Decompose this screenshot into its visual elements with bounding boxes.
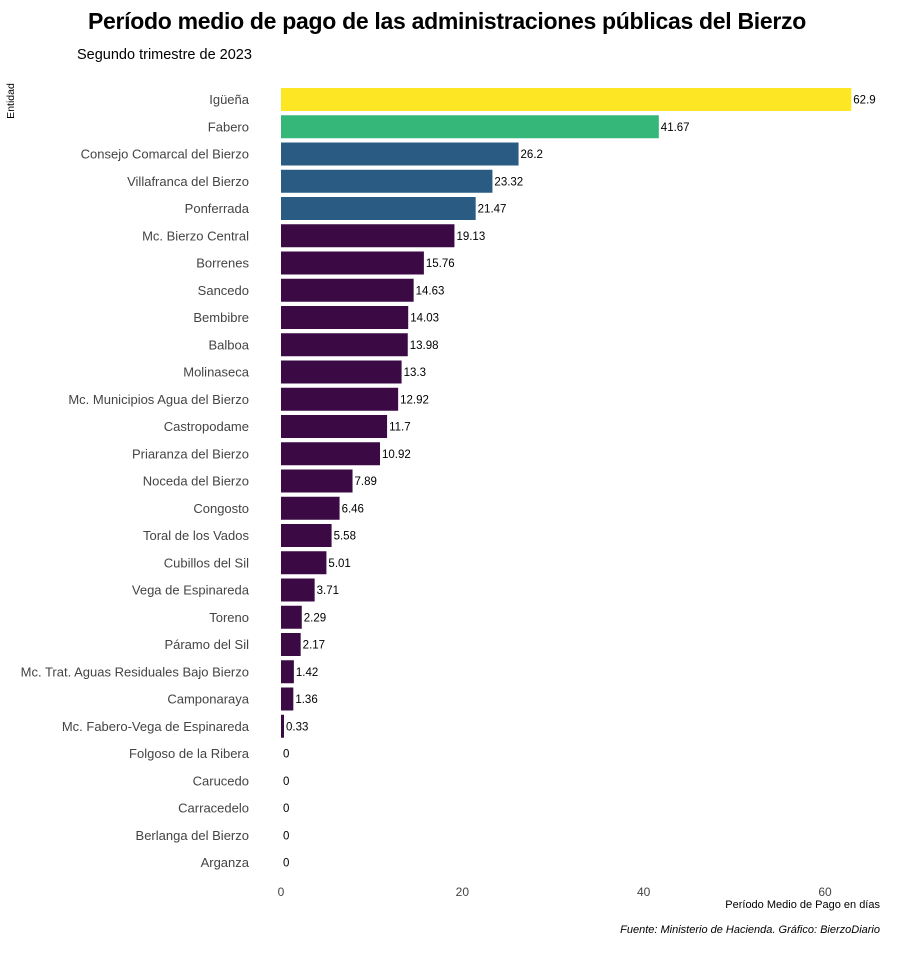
data-label: 19.13	[456, 231, 485, 243]
data-label: 2.17	[303, 640, 325, 652]
data-label: 14.03	[410, 313, 439, 325]
category-label: Villafranca del Bierzo	[127, 174, 249, 189]
category-label: Vega de Espinareda	[132, 583, 250, 598]
category-label: Borrenes	[196, 256, 249, 271]
data-label: 1.36	[295, 694, 317, 706]
data-label: 15.76	[426, 258, 455, 270]
data-label: 2.29	[304, 612, 326, 624]
data-label: 5.01	[328, 558, 350, 570]
bar	[281, 115, 659, 139]
data-label: 41.67	[661, 122, 690, 134]
category-label: Balboa	[209, 337, 250, 352]
bar	[281, 578, 315, 602]
category-label: Carucedo	[193, 773, 249, 788]
category-label: Camponaraya	[167, 692, 249, 707]
data-label: 0	[283, 858, 289, 870]
bar	[281, 551, 327, 575]
data-label: 11.7	[389, 422, 411, 434]
category-label: Castropodame	[164, 419, 249, 434]
data-label: 7.89	[355, 476, 377, 488]
category-label: Páramo del Sil	[164, 637, 249, 652]
category-label: Priaranza del Bierzo	[132, 446, 249, 461]
category-label: Mc. Trat. Aguas Residuales Bajo Bierzo	[21, 664, 249, 679]
bar	[281, 278, 414, 302]
bar	[281, 306, 409, 329]
x-axis-label: Período Medio de Pago en días	[725, 899, 880, 911]
x-tick-label: 20	[456, 885, 470, 899]
x-tick-label: 40	[637, 885, 651, 899]
data-label: 10.92	[382, 449, 411, 461]
data-label: 3.71	[317, 585, 339, 597]
data-label: 5.58	[334, 531, 356, 543]
category-label: Fabero	[208, 119, 249, 134]
category-label: Toral de los Vados	[143, 528, 249, 543]
category-label: Arganza	[201, 855, 250, 870]
chart-subtitle: Segundo trimestre de 2023	[77, 47, 252, 63]
data-label: 23.32	[494, 176, 523, 188]
bar	[281, 687, 294, 711]
bar	[281, 387, 399, 411]
chart-caption: Fuente: Ministerio de Hacienda. Gráfico:…	[620, 924, 880, 936]
bar	[281, 169, 493, 193]
bar	[281, 415, 388, 438]
category-label: Folgoso de la Ribera	[129, 746, 250, 761]
bar	[281, 660, 294, 684]
category-label: Mc. Fabero-Vega de Espinareda	[62, 719, 250, 734]
data-label: 12.92	[400, 394, 429, 406]
category-label: Carracedelo	[178, 801, 249, 816]
bar	[281, 633, 301, 656]
data-label: 26.2	[521, 149, 543, 161]
data-label: 13.98	[410, 340, 439, 352]
category-label: Berlanga del Bierzo	[136, 828, 249, 843]
bar	[281, 496, 340, 520]
category-label: Ponferrada	[185, 201, 250, 216]
bar	[281, 197, 476, 220]
data-label: 14.63	[416, 285, 445, 297]
category-label: Sancedo	[198, 283, 249, 298]
bar	[281, 714, 284, 738]
category-label: Consejo Comarcal del Bierzo	[81, 147, 249, 162]
category-label: Cubillos del Sil	[164, 555, 249, 570]
bar	[281, 442, 381, 466]
category-label: Congosto	[193, 501, 249, 516]
x-tick-label: 60	[818, 885, 832, 899]
data-label: 0.33	[286, 721, 308, 733]
data-label: 0	[283, 803, 289, 815]
bar	[281, 469, 353, 493]
data-label: 0	[283, 749, 289, 761]
bar	[281, 524, 332, 547]
bar	[281, 142, 519, 166]
bar	[281, 360, 402, 384]
bar	[281, 224, 455, 248]
category-label: Molinaseca	[183, 365, 250, 380]
data-label: 6.46	[342, 503, 364, 515]
chart-title: Período medio de pago de las administrac…	[88, 8, 806, 34]
category-label: Noceda del Bierzo	[143, 474, 249, 489]
category-label: Toreno	[209, 610, 249, 625]
data-label: 1.42	[296, 667, 318, 679]
bar	[281, 333, 408, 357]
category-label: Mc. Bierzo Central	[142, 228, 249, 243]
data-label: 13.3	[404, 367, 426, 379]
category-label: Mc. Municipios Agua del Bierzo	[68, 392, 249, 407]
data-label: 62.9	[853, 95, 875, 107]
bar	[281, 251, 424, 275]
bar	[281, 605, 302, 629]
data-label: 21.47	[478, 204, 507, 216]
bar	[281, 88, 852, 111]
data-label: 0	[283, 830, 289, 842]
category-label: Igüeña	[209, 92, 250, 107]
x-tick-label: 0	[278, 885, 285, 899]
data-label: 0	[283, 776, 289, 788]
category-label: Bembibre	[193, 310, 249, 325]
